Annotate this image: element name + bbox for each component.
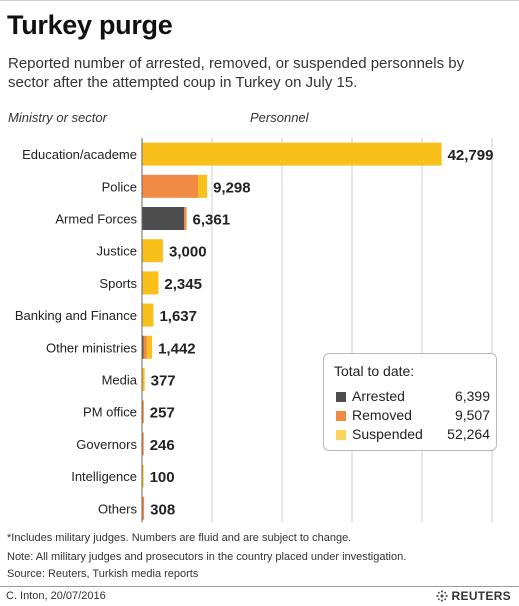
bar-suspended — [142, 303, 154, 327]
legend-title: Total to date: — [334, 363, 415, 379]
data-label: 9,298 — [213, 179, 251, 196]
bar-removed — [142, 400, 144, 424]
bar-removed — [184, 207, 187, 230]
legend-item-removed: Removed 9,507 — [334, 407, 490, 425]
data-label: 1,442 — [158, 340, 196, 357]
category-label: Banking and Finance — [15, 308, 137, 323]
footnote-judges: *Includes military judges. Numbers are f… — [7, 532, 352, 544]
bar-removed — [142, 432, 144, 456]
footnote-note: Note: All military judges and prosecutor… — [7, 551, 407, 563]
category-label: Others — [98, 501, 138, 516]
category-label: Other ministries — [46, 340, 138, 355]
legend-item-arrested: Arrested 6,399 — [334, 388, 490, 406]
legend-swatch-arrested — [336, 392, 346, 402]
data-label: 6,361 — [193, 212, 231, 229]
legend-value: 52,264 — [447, 426, 490, 442]
category-column-label: Ministry or sector — [8, 110, 107, 125]
reuters-wordmark: REUTERS — [451, 589, 511, 603]
legend-value: 6,399 — [454, 388, 490, 404]
credit-text: C. Inton, 20/07/2016 — [6, 590, 106, 602]
reuters-logo: REUTERS — [435, 589, 511, 603]
bar-suspended — [142, 368, 145, 391]
bar-suspended — [198, 174, 208, 198]
bar-suspended — [142, 464, 144, 488]
chart-subtitle: Reported number of arrested, removed, or… — [8, 55, 465, 91]
bar-suspended — [142, 271, 159, 295]
bar-arrested — [142, 335, 144, 359]
legend: Total to date: Arrested 6,399 Removed 9,… — [323, 353, 497, 451]
data-label: 100 — [150, 469, 175, 486]
legend-label: Removed — [352, 407, 412, 423]
legend-label: Arrested — [352, 388, 405, 404]
data-label: 1,637 — [159, 308, 197, 325]
reuters-dots-icon — [435, 590, 448, 602]
legend-swatch-suspended — [336, 430, 346, 440]
category-label: Police — [102, 179, 137, 194]
bar-chart: Education/academe 42,799 Police 9,298 Armed … — [15, 138, 494, 523]
data-label: 42,799 — [448, 147, 494, 164]
bar-arrested — [142, 207, 184, 230]
category-label: Sports — [99, 276, 137, 291]
category-label: Governors — [76, 437, 137, 452]
data-label: 257 — [150, 405, 175, 422]
value-column-label: Personnel — [250, 110, 309, 125]
bar-removed — [143, 335, 147, 359]
chart-title: Turkey purge — [7, 10, 173, 40]
category-label: Intelligence — [71, 469, 137, 484]
data-label: 308 — [150, 501, 175, 518]
data-label: 3,000 — [169, 244, 207, 261]
category-label: Media — [102, 373, 138, 388]
legend-swatch-removed — [336, 411, 346, 421]
data-label: 2,345 — [164, 276, 202, 293]
data-label: 246 — [150, 437, 175, 454]
source-text: Source: Reuters, Turkish media reports — [7, 568, 199, 580]
bar-suspended — [146, 335, 153, 359]
category-label: Education/academe — [22, 147, 137, 162]
legend-item-suspended: Suspended 52,264 — [334, 426, 490, 444]
bar-suspended — [142, 239, 163, 263]
bar-removed — [142, 174, 198, 198]
category-label: Armed Forces — [55, 212, 137, 227]
bottom-rule — [0, 586, 519, 587]
top-rule — [0, 0, 519, 1]
legend-value: 9,507 — [454, 407, 490, 423]
category-label: PM office — [83, 405, 137, 420]
data-label: 377 — [151, 373, 176, 390]
category-label: Justice — [97, 244, 137, 259]
bar-removed — [142, 496, 145, 520]
bar-suspended — [142, 142, 442, 166]
legend-label: Suspended — [352, 426, 423, 442]
